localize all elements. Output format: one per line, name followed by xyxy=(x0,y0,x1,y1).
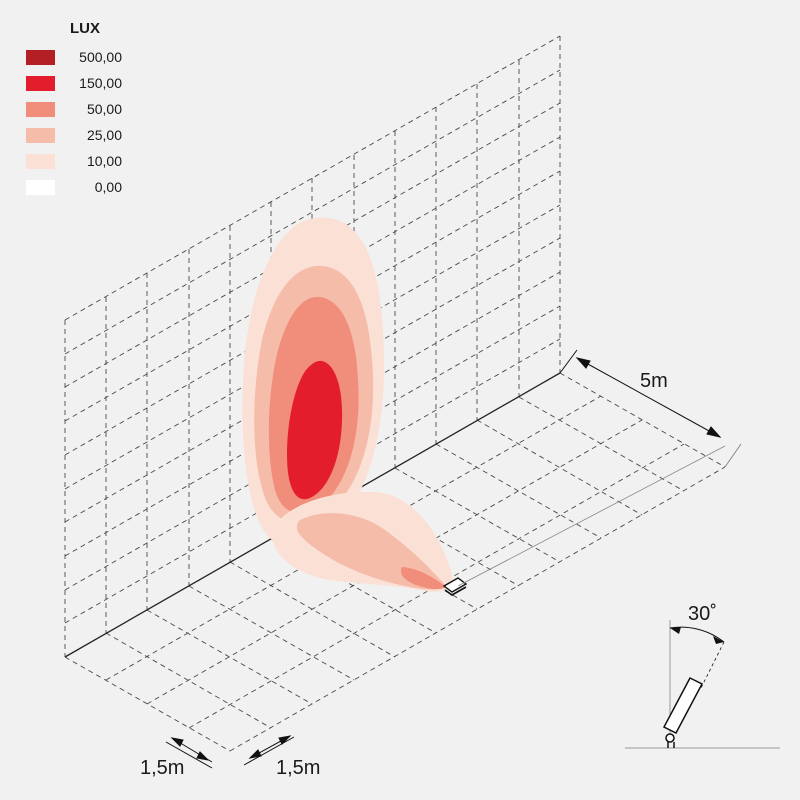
floor-isolux xyxy=(271,491,453,592)
legend-value: 10,00 xyxy=(86,153,122,169)
fixture-side-icon xyxy=(662,677,704,748)
legend-value: 25,00 xyxy=(86,127,122,143)
legend-entry: 500,00 xyxy=(26,50,122,66)
legend-entry: 10,00 xyxy=(26,154,122,170)
legend-swatch xyxy=(26,154,55,169)
legend-entry: 0,00 xyxy=(26,180,122,196)
legend-entry: 150,00 xyxy=(26,76,122,92)
legend-entry: 25,00 xyxy=(26,128,122,144)
legend-value: 500,00 xyxy=(79,49,122,65)
tilt-angle-detail xyxy=(625,620,780,749)
legend-swatch xyxy=(26,180,55,195)
legend-title: LUX xyxy=(70,20,100,37)
legend-swatch xyxy=(26,76,55,91)
tilt-angle-label: 30˚ xyxy=(688,603,717,625)
depth-label: 5m xyxy=(640,370,668,392)
grid-step-dimension-a xyxy=(165,737,213,769)
grid-step-dimension-b xyxy=(243,735,295,766)
legend-swatch xyxy=(26,50,55,65)
legend-swatch xyxy=(26,128,55,143)
depth-dimension xyxy=(457,349,742,587)
contour-150 xyxy=(287,360,343,500)
legend-value: 0,00 xyxy=(94,179,122,195)
legend-value: 50,00 xyxy=(86,101,122,117)
legend-swatch xyxy=(26,102,55,117)
grid-step-label-b: 1,5m xyxy=(276,757,321,779)
legend-value: 150,00 xyxy=(79,75,122,91)
grid-step-label-a: 1,5m xyxy=(140,757,185,779)
wall-isolux xyxy=(242,217,385,546)
fixture-icon xyxy=(442,577,468,596)
legend-entry: 50,00 xyxy=(26,102,122,118)
floor-contour-50 xyxy=(400,567,446,590)
